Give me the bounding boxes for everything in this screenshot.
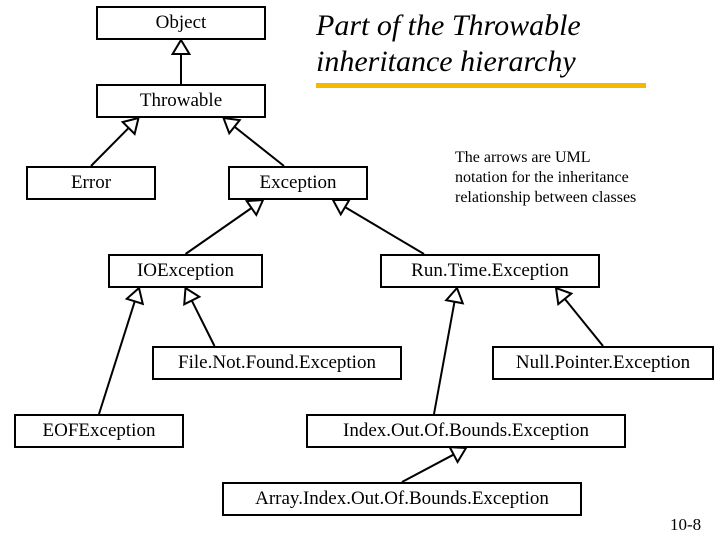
diagram-caption: The arrows are UML notation for the inhe… (455, 148, 636, 208)
class-label: EOFException (43, 420, 156, 442)
note-line-2: notation for the inheritance (455, 169, 629, 186)
class-label: Error (71, 172, 111, 194)
class-box-runtime: Run.Time.Exception (380, 254, 600, 288)
class-label: Object (156, 12, 207, 34)
class-label: Exception (259, 172, 336, 194)
class-box-eof: EOFException (14, 414, 184, 448)
class-label: Run.Time.Exception (411, 260, 569, 282)
class-label: Throwable (140, 90, 222, 112)
page-title: Part of the Throwable inheritance hierar… (316, 8, 646, 88)
class-box-ioob: Index.Out.Of.Bounds.Exception (306, 414, 626, 448)
page-number: 10-8 (670, 515, 701, 535)
note-line-3: relationship between classes (455, 189, 636, 206)
note-line-1: The arrows are UML (455, 149, 591, 166)
class-box-fnf: File.Not.Found.Exception (152, 346, 402, 380)
class-label: File.Not.Found.Exception (178, 352, 376, 374)
class-label: IOException (137, 260, 234, 282)
class-box-object: Object (96, 6, 266, 40)
class-box-error: Error (26, 166, 156, 200)
class-box-ioexception: IOException (108, 254, 263, 288)
title-line-1: Part of the Throwable (316, 9, 581, 42)
class-label: Null.Pointer.Exception (516, 352, 690, 374)
class-label: Index.Out.Of.Bounds.Exception (343, 420, 589, 442)
class-box-exception: Exception (228, 166, 368, 200)
title-line-2: inheritance hierarchy (316, 45, 576, 78)
class-label: Array.Index.Out.Of.Bounds.Exception (255, 488, 549, 510)
class-box-throwable: Throwable (96, 84, 266, 118)
class-box-npe: Null.Pointer.Exception (492, 346, 714, 380)
class-box-aioob: Array.Index.Out.Of.Bounds.Exception (222, 482, 582, 516)
